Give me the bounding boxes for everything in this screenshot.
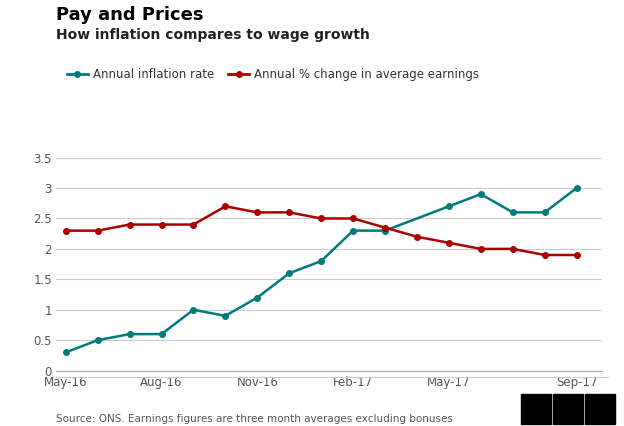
Text: B: B — [563, 403, 572, 415]
Text: Source: ONS. Earnings figures are three month averages excluding bonuses: Source: ONS. Earnings figures are three … — [56, 414, 453, 424]
Legend: Annual inflation rate, Annual % change in average earnings: Annual inflation rate, Annual % change i… — [62, 63, 484, 86]
Text: How inflation compares to wage growth: How inflation compares to wage growth — [56, 28, 370, 42]
Text: B: B — [532, 403, 540, 415]
Text: Pay and Prices: Pay and Prices — [56, 6, 203, 24]
Text: C: C — [595, 403, 604, 415]
